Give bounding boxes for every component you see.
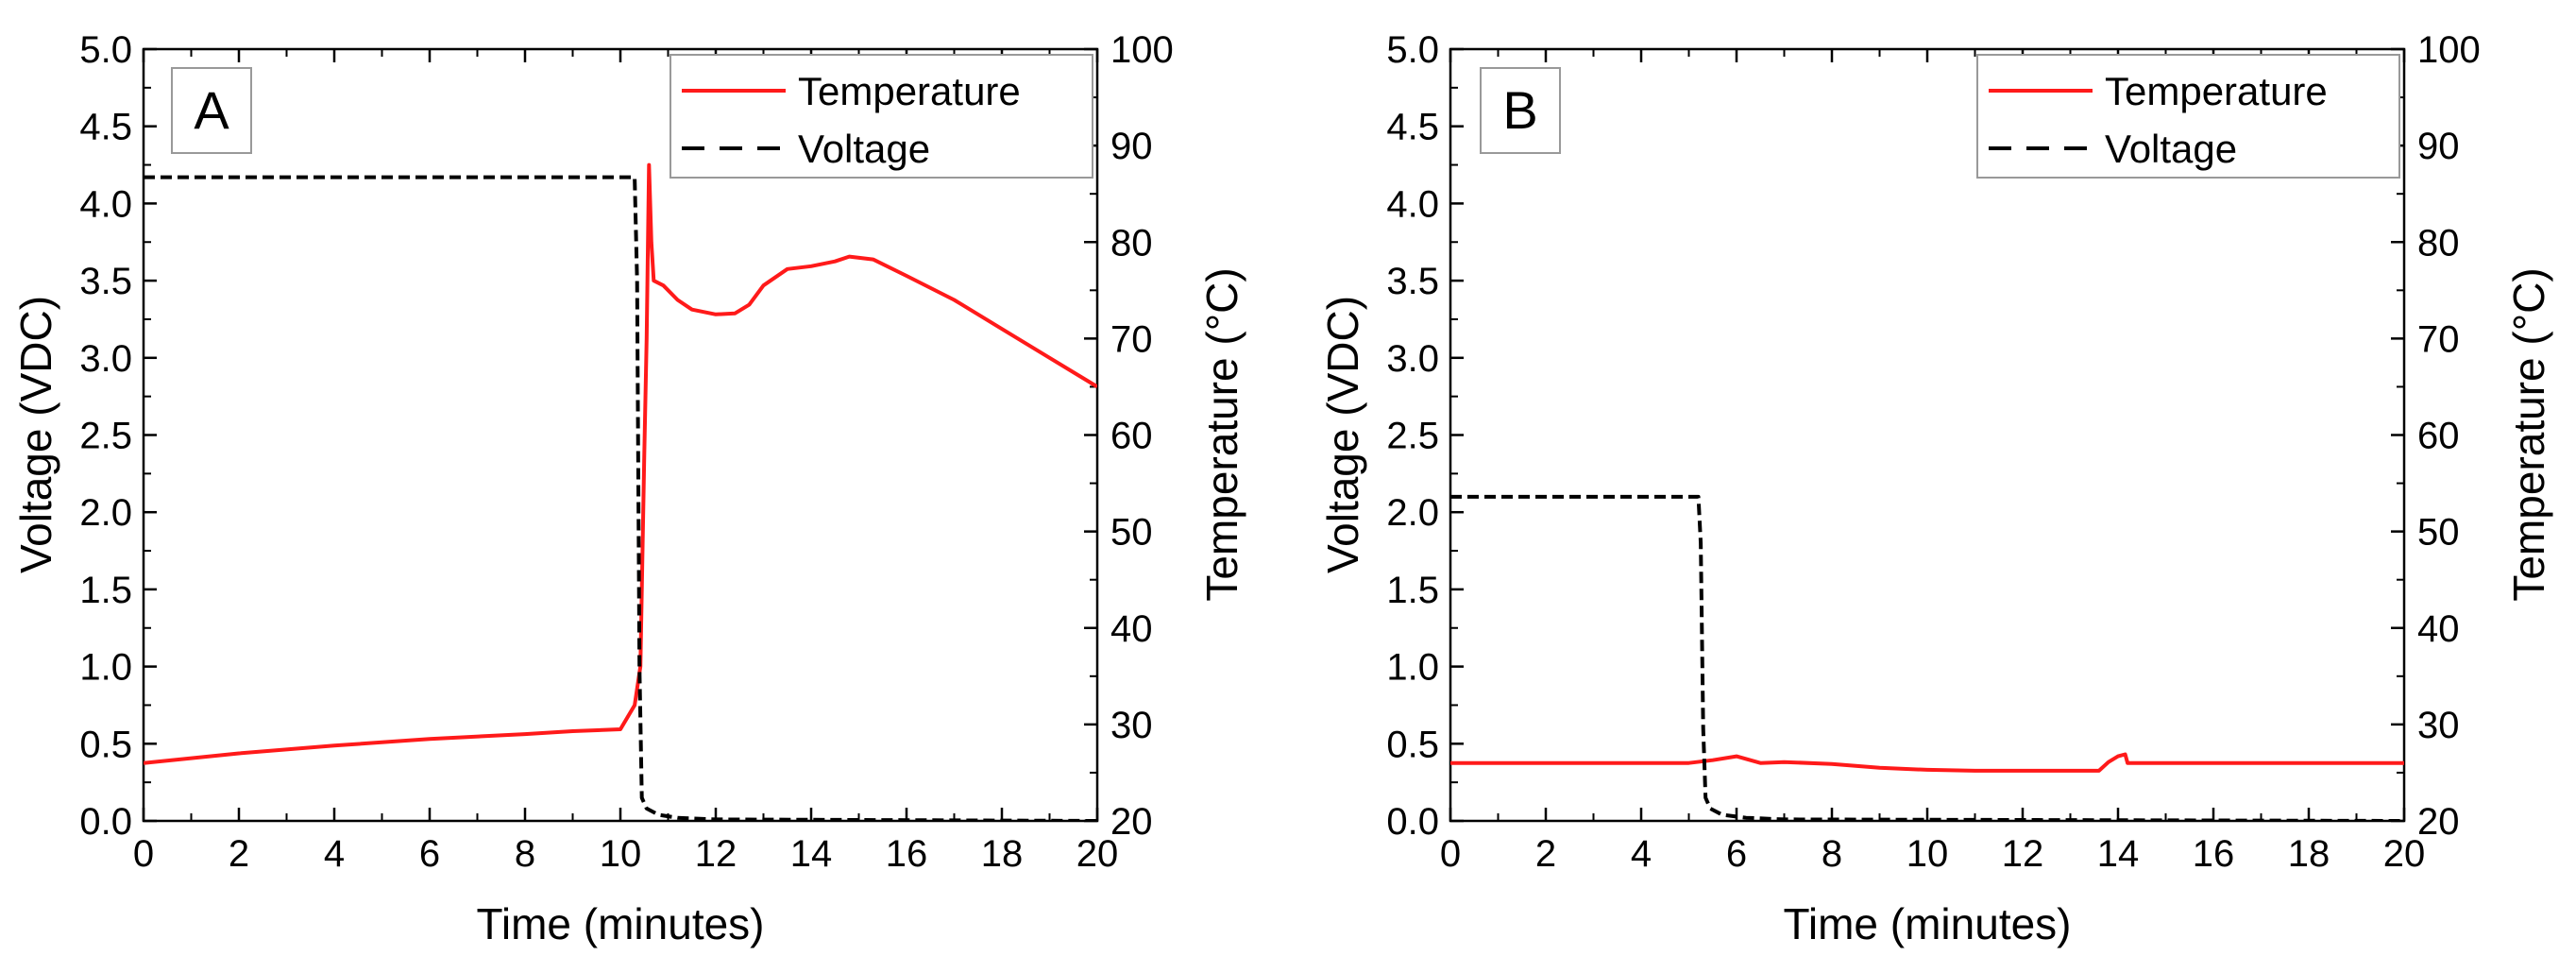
x-tick-label-a: 8 — [515, 833, 535, 875]
y2-tick-label-a: 30 — [1110, 705, 1153, 746]
x-tick-label-b: 6 — [1726, 833, 1747, 875]
x-tick-label-b: 20 — [2383, 833, 2426, 875]
panel-label-frame-b — [1480, 67, 1561, 154]
x-tick-label-a: 14 — [790, 833, 833, 875]
y-tick-label-a: 0.5 — [79, 724, 132, 765]
y-tick-label-b: 4.0 — [1386, 183, 1439, 225]
x-tick-label-b: 0 — [1440, 833, 1461, 875]
y2-tick-label-b: 50 — [2417, 512, 2460, 554]
y-tick-label-a: 3.5 — [79, 261, 132, 302]
legend-label-voltage-b: Voltage — [2105, 127, 2237, 171]
x-tick-label-a: 12 — [695, 833, 737, 875]
y2-tick-label-b: 40 — [2417, 608, 2460, 650]
panel-label-a: A — [194, 80, 229, 140]
y-tick-label-a: 1.5 — [79, 570, 132, 611]
y-tick-label-a: 4.0 — [79, 183, 132, 225]
panel-label-box-a: A — [171, 67, 252, 154]
x-tick-label-b: 18 — [2288, 833, 2330, 875]
y-tick-label-b: 5.0 — [1386, 29, 1439, 71]
legend-frame-a — [669, 54, 1093, 179]
y-tick-label-b: 0.0 — [1386, 801, 1439, 843]
y-axis-title-b: Voltage (VDC) — [1318, 296, 1367, 573]
x-tick-label-b: 16 — [2193, 833, 2235, 875]
y2-axis-title-a: Temperature (°C) — [1197, 267, 1246, 601]
y2-tick-label-b: 100 — [2417, 29, 2481, 71]
y-tick-label-b: 2.0 — [1386, 492, 1439, 534]
y-tick-label-a: 2.5 — [79, 416, 132, 457]
y2-tick-label-b: 30 — [2417, 705, 2460, 746]
y-tick-label-b: 1.0 — [1386, 647, 1439, 689]
y-tick-label-a: 3.0 — [79, 338, 132, 380]
series-layer-b — [1450, 494, 2404, 821]
y-tick-label-a: 2.0 — [79, 492, 132, 534]
y2-tick-label-a: 80 — [1110, 222, 1153, 264]
y2-tick-label-a: 70 — [1110, 318, 1153, 360]
y-tick-label-a: 4.5 — [79, 107, 132, 148]
temperature-line-a — [144, 162, 1097, 765]
series-layer-a — [144, 162, 1097, 821]
x-tick-label-b: 10 — [1907, 833, 1949, 875]
y-tick-label-b: 0.5 — [1386, 724, 1439, 765]
y2-axis-title-b: Temperature (°C) — [2504, 267, 2553, 601]
x-tick-label-b: 14 — [2097, 833, 2140, 875]
y-tick-label-b: 3.0 — [1386, 338, 1439, 380]
legend-frame-b — [1976, 54, 2400, 179]
x-tick-label-b: 8 — [1822, 833, 1842, 875]
x-axis-title-b: Time (minutes) — [1784, 899, 2072, 948]
legend-label-temperature-b: Temperature — [2105, 69, 2328, 113]
voltage-line-a — [144, 175, 1097, 821]
x-tick-label-a: 16 — [886, 833, 928, 875]
x-tick-label-a: 10 — [600, 833, 642, 875]
temperature-line-b — [1450, 752, 2404, 773]
panel-label-box-b: B — [1480, 67, 1561, 154]
x-tick-label-b: 4 — [1631, 833, 1652, 875]
y2-tick-label-b: 90 — [2417, 126, 2460, 167]
y-tick-label-a: 5.0 — [79, 29, 132, 71]
y2-tick-label-a: 20 — [1110, 801, 1153, 843]
tick-labels-a: 0 2 4 6 8 10 12 14 16 18 20 0.0 0.5 1.0 1.5 2.0 2.5 3.0 3.… — [79, 29, 1173, 875]
y2-tick-label-b: 60 — [2417, 416, 2460, 457]
voltage-line-b — [1450, 494, 2404, 821]
x-tick-label-a: 0 — [133, 833, 154, 875]
x-tick-label-a: 2 — [229, 833, 249, 875]
panel-a: 0 2 4 6 8 10 12 14 16 18 20 0.0 0.5 1.0 1.5 2.0 2.5 3.0 3.… — [11, 29, 1246, 948]
y2-tick-label-a: 100 — [1110, 29, 1174, 71]
x-axis-title-a: Time (minutes) — [477, 899, 765, 948]
y-tick-label-b: 3.5 — [1386, 261, 1439, 302]
y2-tick-label-a: 90 — [1110, 126, 1153, 167]
y-tick-label-b: 1.5 — [1386, 570, 1439, 611]
x-tick-label-a: 6 — [419, 833, 440, 875]
tick-labels-b: 0 2 4 6 8 10 12 14 16 18 20 0.0 0.5 1.0 1.5 2.0 2.5 3.0 3.… — [1386, 29, 2480, 875]
y2-tick-label-b: 70 — [2417, 318, 2460, 360]
x-tick-label-a: 18 — [981, 833, 1024, 875]
x-tick-label-a: 20 — [1076, 833, 1119, 875]
legend-b: Temperature Voltage — [1976, 54, 2400, 179]
x-tick-label-b: 2 — [1535, 833, 1556, 875]
y-tick-label-b: 2.5 — [1386, 416, 1439, 457]
y-tick-label-b: 4.5 — [1386, 107, 1439, 148]
panel-label-b: B — [1502, 80, 1537, 140]
legend-label-voltage-a: Voltage — [798, 127, 930, 171]
x-tick-label-b: 12 — [2002, 833, 2044, 875]
y2-tick-label-a: 60 — [1110, 416, 1153, 457]
legend-a: Temperature Voltage — [669, 54, 1093, 179]
panel-b: 0 2 4 6 8 10 12 14 16 18 20 0.0 0.5 1.0 1.5 2.0 2.5 3.0 3.… — [1318, 29, 2553, 948]
y2-tick-label-a: 50 — [1110, 512, 1153, 554]
legend-label-temperature-a: Temperature — [798, 69, 1021, 113]
y-axis-title-a: Voltage (VDC) — [11, 296, 60, 573]
x-tick-label-a: 4 — [324, 833, 345, 875]
y2-tick-label-b: 80 — [2417, 222, 2460, 264]
y-tick-label-a: 0.0 — [79, 801, 132, 843]
panel-label-frame-a — [171, 67, 252, 154]
y-tick-label-a: 1.0 — [79, 647, 132, 689]
y2-tick-label-b: 20 — [2417, 801, 2460, 843]
y2-tick-label-a: 40 — [1110, 608, 1153, 650]
